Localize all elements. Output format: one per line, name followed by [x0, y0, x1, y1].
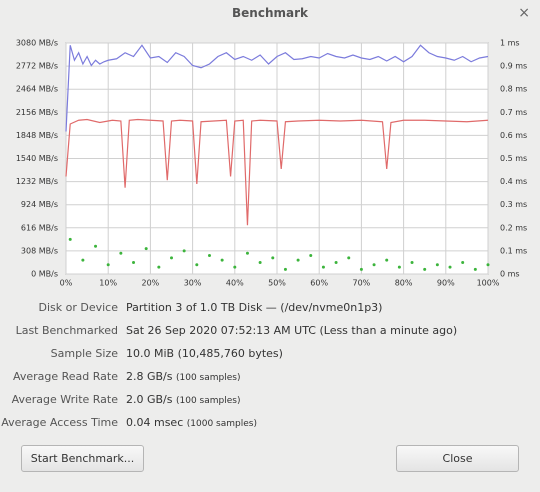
access-point [94, 244, 98, 248]
y-tick-label: 1540 MB/s [16, 154, 58, 163]
x-tick-label: 100% [477, 279, 500, 288]
y-tick-label: 1232 MB/s [16, 177, 58, 186]
start-button[interactable]: Start Benchmark... [21, 445, 144, 472]
info-label: Last Benchmarked [15, 324, 118, 337]
x-tick-label: 30% [184, 279, 202, 288]
close-button[interactable]: Close [396, 445, 519, 472]
access-point [132, 260, 136, 264]
access-point [397, 265, 401, 269]
x-tick-label: 80% [395, 279, 413, 288]
y-tick-label: 2464 MB/s [16, 85, 58, 94]
access-point [423, 267, 427, 271]
access-point [220, 258, 224, 262]
info-detail: (1000 samples) [186, 419, 257, 429]
y-tick-label: 2772 MB/s [16, 62, 58, 71]
y-tick-label: 3080 MB/s [16, 39, 58, 48]
y2-tick-label: 0.9 ms [500, 62, 527, 71]
access-point [372, 263, 376, 267]
info-label: Average Access Time [1, 416, 118, 429]
access-point [296, 258, 300, 262]
info-value: Sat 26 Sep 2020 07:52:13 AM UTC (Less th… [126, 324, 458, 337]
access-point [157, 265, 161, 269]
access-point [321, 265, 325, 269]
y2-tick-label: 0.4 ms [500, 177, 527, 186]
access-point [245, 251, 249, 255]
access-point [207, 254, 211, 258]
access-point [461, 260, 465, 264]
info-value: 2.8 GB/s (100 samples) [126, 370, 241, 383]
y-tick-label: 616 MB/s [21, 223, 58, 232]
y2-tick-label: 0.3 ms [500, 200, 527, 209]
y-tick-label: 308 MB/s [21, 246, 58, 255]
y2-tick-label: 0.5 ms [500, 154, 527, 163]
access-point [119, 251, 123, 255]
access-point [486, 263, 490, 267]
access-point [170, 256, 173, 260]
close-icon[interactable]: × [518, 5, 530, 21]
info-detail: (100 samples) [176, 373, 241, 383]
line-series [65, 118, 489, 226]
y2-tick-label: 0.1 ms [500, 246, 527, 255]
access-point [309, 254, 313, 258]
x-tick-label: 10% [99, 279, 117, 288]
y2-tick-label: 0.8 ms [500, 85, 527, 94]
y-tick-label: 924 MB/s [21, 200, 58, 209]
access-point [334, 260, 338, 264]
info-label: Sample Size [50, 347, 118, 360]
access-point [347, 256, 351, 260]
x-tick-label: 60% [310, 279, 328, 288]
y2-tick-label: 0.7 ms [500, 108, 527, 117]
y-tick-label: 2156 MB/s [16, 108, 58, 117]
info-value: 2.0 GB/s (100 samples) [126, 393, 241, 406]
y-tick-label: 0 MB/s [31, 270, 58, 279]
access-point [448, 265, 452, 269]
info-value: 10.0 MiB (10,485,760 bytes) [126, 347, 283, 360]
access-point [385, 258, 389, 262]
info-label: Average Write Rate [11, 393, 118, 406]
access-point [271, 256, 275, 260]
y2-tick-label: 0 ms [500, 270, 520, 279]
y2-tick-label: 1 ms [500, 39, 520, 48]
info-detail: (100 samples) [176, 396, 241, 406]
access-point [106, 263, 110, 267]
x-tick-label: 20% [142, 279, 160, 288]
y2-tick-label: 0.2 ms [500, 223, 527, 232]
access-point [435, 263, 439, 267]
info-label: Average Read Rate [12, 370, 118, 383]
chart: 0 MB/s 308 MB/s 616 MB/s 924 MB/s 1232 MB/s 1… [16, 39, 527, 288]
access-point [182, 249, 186, 253]
access-point [410, 260, 414, 264]
x-tick-label: 40% [226, 279, 244, 288]
x-tick-label: 70% [353, 279, 371, 288]
access-point [473, 267, 477, 271]
access-point [359, 267, 363, 271]
access-point [81, 258, 85, 262]
line-series [65, 44, 489, 132]
access-point [233, 265, 237, 269]
y2-tick-label: 0.6 ms [500, 131, 527, 140]
info-value: Partition 3 of 1.0 TB Disk — (/dev/nvme0… [126, 301, 383, 314]
access-point [258, 260, 262, 264]
info-label: Disk or Device [38, 301, 119, 314]
access-point [283, 267, 287, 271]
access-point [195, 263, 199, 267]
y-tick-label: 1848 MB/s [16, 131, 58, 140]
access-point [68, 237, 72, 241]
access-point [144, 247, 148, 251]
x-tick-label: 90% [437, 279, 455, 288]
x-tick-label: 0% [60, 279, 73, 288]
window-title: Benchmark [232, 6, 308, 20]
info-value: 0.04 msec (1000 samples) [126, 416, 257, 429]
x-tick-label: 50% [268, 279, 286, 288]
